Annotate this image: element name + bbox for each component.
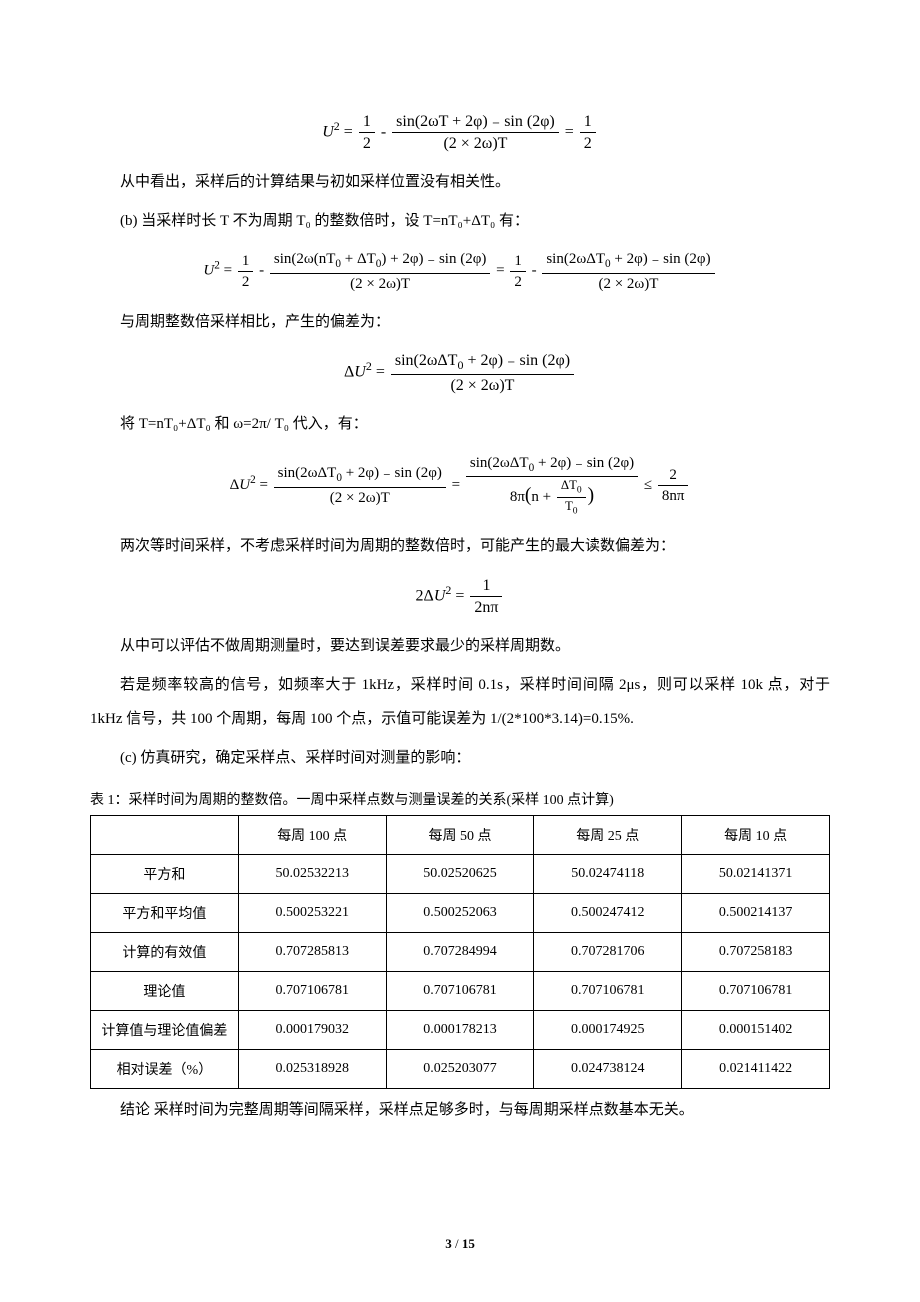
row-label: 计算的有效值 bbox=[91, 933, 239, 972]
cell: 0.707285813 bbox=[238, 933, 386, 972]
formula-2delta-u2: 2ΔU2 = 12nπ bbox=[90, 576, 830, 617]
table-row: 平方和平均值0.5002532210.5002520630.5002474120… bbox=[91, 894, 830, 933]
row-label: 平方和平均值 bbox=[91, 894, 239, 933]
table1-h3: 每周 25 点 bbox=[534, 816, 682, 855]
formula-delta-u2-expanded: ΔU2 = sin(2ωΔT0 + 2φ) ₋ sin (2φ) (2 × 2ω… bbox=[90, 454, 830, 518]
cell: 0.500252063 bbox=[386, 894, 534, 933]
text-after-f4: 两次等时间采样，不考虑采样时间为周期的整数倍时，可能产生的最大读数偏差为： bbox=[90, 529, 830, 564]
text-after-f3: 将 T=nT₀+ΔT₀ 和 ω=2π/ T₀ 代入，有： bbox=[90, 407, 830, 442]
formula-u2-nt0: U2 = 12 - sin(2ω(nT0 + ΔT0) + 2φ) ₋ sin … bbox=[90, 250, 830, 293]
cell: 0.000151402 bbox=[682, 1011, 830, 1050]
table-row: 平方和50.0253221350.0252062550.0247411850.0… bbox=[91, 855, 830, 894]
table-row: 计算的有效值0.7072858130.7072849940.7072817060… bbox=[91, 933, 830, 972]
cell: 0.707281706 bbox=[534, 933, 682, 972]
table1-caption: 表 1：采样时间为周期的整数倍。一周中采样点数与测量误差的关系(采样 100 点… bbox=[90, 789, 830, 809]
cell: 0.707284994 bbox=[386, 933, 534, 972]
table1-h1: 每周 100 点 bbox=[238, 816, 386, 855]
text-after-f2: 与周期整数倍采样相比，产生的偏差为： bbox=[90, 305, 830, 340]
cell: 0.707106781 bbox=[682, 972, 830, 1011]
table1-header-row: 每周 100 点 每周 50 点 每周 25 点 每周 10 点 bbox=[91, 816, 830, 855]
row-label: 计算值与理论值偏差 bbox=[91, 1011, 239, 1050]
row-label: 相对误差（%） bbox=[91, 1050, 239, 1089]
cell: 50.02520625 bbox=[386, 855, 534, 894]
table-row: 相对误差（%）0.0253189280.0252030770.024738124… bbox=[91, 1050, 830, 1089]
cell: 0.500247412 bbox=[534, 894, 682, 933]
table1-h2: 每周 50 点 bbox=[386, 816, 534, 855]
formula-delta-u2: ΔU2 = sin(2ωΔT0 + 2φ) ₋ sin (2φ) (2 × 2ω… bbox=[90, 351, 830, 395]
formula-u2-half: U2 = 12 - sin(2ωT + 2φ) ₋ sin (2φ) (2 × … bbox=[90, 112, 830, 153]
para-frequency: 若是频率较高的信号，如频率大于 1kHz，采样时间 0.1s，采样时间间隔 2μ… bbox=[90, 668, 830, 737]
cell: 50.02474118 bbox=[534, 855, 682, 894]
row-label: 平方和 bbox=[91, 855, 239, 894]
footer-sep: / bbox=[452, 1236, 462, 1251]
cell: 0.000179032 bbox=[238, 1011, 386, 1050]
cell: 0.500214137 bbox=[682, 894, 830, 933]
cell: 0.500253221 bbox=[238, 894, 386, 933]
cell: 0.025203077 bbox=[386, 1050, 534, 1089]
cell: 50.02141371 bbox=[682, 855, 830, 894]
text-after-f5: 从中可以评估不做周期测量时，要达到误差要求最少的采样周期数。 bbox=[90, 629, 830, 664]
cell: 0.000174925 bbox=[534, 1011, 682, 1050]
cell: 50.02532213 bbox=[238, 855, 386, 894]
table-row: 理论值0.7071067810.7071067810.7071067810.70… bbox=[91, 972, 830, 1011]
item-c: (c) 仿真研究，确定采样点、采样时间对测量的影响： bbox=[90, 741, 830, 776]
page-container: U2 = 12 - sin(2ωT + 2φ) ₋ sin (2φ) (2 × … bbox=[0, 0, 920, 1302]
cell: 0.707106781 bbox=[386, 972, 534, 1011]
page-footer: 3 / 15 bbox=[0, 1236, 920, 1252]
text-after-f1: 从中看出，采样后的计算结果与初如采样位置没有相关性。 bbox=[90, 165, 830, 200]
item-b: (b) 当采样时长 T 不为周期 T₀ 的整数倍时，设 T=nT₀+ΔT₀ 有： bbox=[90, 204, 830, 239]
cell: 0.707106781 bbox=[534, 972, 682, 1011]
table1-conclusion: 结论 采样时间为完整周期等间隔采样，采样点足够多时，与每周期采样点数基本无关。 bbox=[90, 1093, 830, 1128]
table-row: 计算值与理论值偏差0.0001790320.0001782130.0001749… bbox=[91, 1011, 830, 1050]
footer-total: 15 bbox=[462, 1236, 475, 1251]
cell: 0.025318928 bbox=[238, 1050, 386, 1089]
cell: 0.021411422 bbox=[682, 1050, 830, 1089]
table1-h4: 每周 10 点 bbox=[682, 816, 830, 855]
table1-h0 bbox=[91, 816, 239, 855]
table1: 每周 100 点 每周 50 点 每周 25 点 每周 10 点 平方和50.0… bbox=[90, 815, 830, 1089]
cell: 0.707106781 bbox=[238, 972, 386, 1011]
row-label: 理论值 bbox=[91, 972, 239, 1011]
cell: 0.024738124 bbox=[534, 1050, 682, 1089]
cell: 0.000178213 bbox=[386, 1011, 534, 1050]
table1-body: 平方和50.0253221350.0252062550.0247411850.0… bbox=[91, 855, 830, 1089]
cell: 0.707258183 bbox=[682, 933, 830, 972]
